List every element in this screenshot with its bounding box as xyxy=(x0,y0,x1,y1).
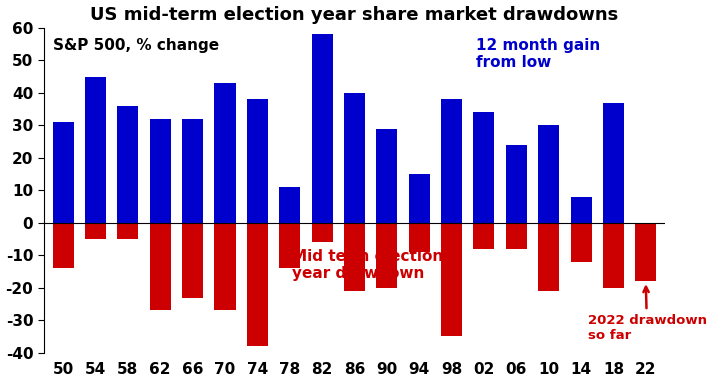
Bar xyxy=(85,77,106,223)
Bar xyxy=(409,223,430,252)
Bar xyxy=(182,119,203,223)
Bar xyxy=(409,174,430,223)
Bar xyxy=(441,223,462,337)
Title: US mid-term election year share market drawdowns: US mid-term election year share market d… xyxy=(90,6,618,24)
Bar xyxy=(474,112,495,223)
Bar xyxy=(505,145,527,223)
Text: Mid term election
year drawdown: Mid term election year drawdown xyxy=(292,249,444,281)
Bar xyxy=(570,197,592,223)
Bar xyxy=(279,223,300,268)
Bar xyxy=(150,119,171,223)
Text: 2022 drawdown
so far: 2022 drawdown so far xyxy=(588,287,706,342)
Bar xyxy=(215,83,235,223)
Bar xyxy=(538,125,559,223)
Text: 12 month gain
from low: 12 month gain from low xyxy=(476,38,600,70)
Bar xyxy=(570,223,592,262)
Bar xyxy=(182,223,203,298)
Bar xyxy=(53,122,73,223)
Bar xyxy=(377,129,397,223)
Bar xyxy=(344,223,365,291)
Bar xyxy=(312,223,333,242)
Bar xyxy=(117,106,138,223)
Bar xyxy=(53,223,73,268)
Bar xyxy=(279,187,300,223)
Bar xyxy=(635,223,657,281)
Bar xyxy=(215,223,235,311)
Bar xyxy=(150,223,171,311)
Bar xyxy=(505,223,527,249)
Bar xyxy=(441,99,462,223)
Bar xyxy=(377,223,397,288)
Bar xyxy=(312,34,333,223)
Bar xyxy=(603,103,624,223)
Bar xyxy=(538,223,559,291)
Bar xyxy=(344,93,365,223)
Bar xyxy=(85,223,106,239)
Bar xyxy=(603,223,624,288)
Bar xyxy=(247,223,268,346)
Text: S&P 500, % change: S&P 500, % change xyxy=(53,38,219,52)
Bar xyxy=(247,99,268,223)
Bar xyxy=(474,223,495,249)
Bar xyxy=(117,223,138,239)
